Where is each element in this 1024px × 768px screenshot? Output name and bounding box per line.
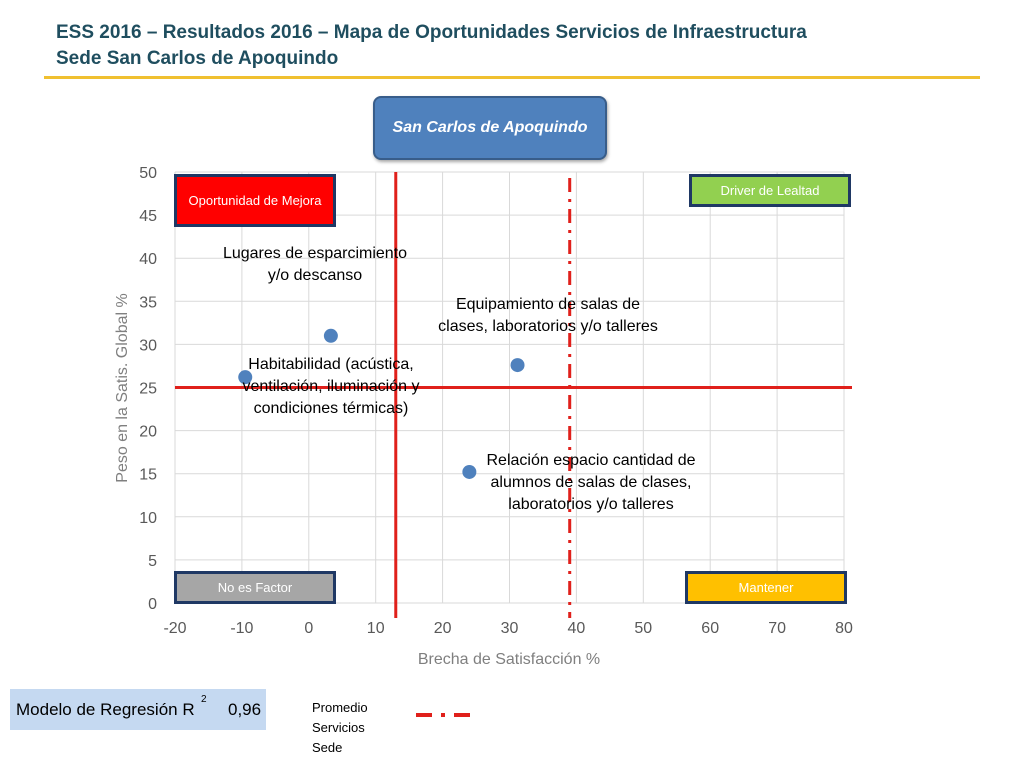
point-label-habitabilidad: Habitabilidad (acústica, ventilación, il… [242, 356, 420, 417]
y-tick-label: 0 [148, 596, 157, 613]
site-label-box: San Carlos de Apoquindo [373, 96, 607, 160]
title-divider [44, 76, 980, 79]
quadrant-no-es-factor: No es Factor [174, 571, 336, 604]
x-tick-label: -10 [230, 620, 253, 637]
title-line-2: Sede San Carlos de Apoquindo [56, 48, 339, 69]
y-tick-label: 15 [139, 467, 157, 484]
regression-model-box: Modelo de Regresión R [10, 689, 266, 730]
quadrant-oportunidad-mejora: Oportunidad de Mejora [174, 174, 336, 227]
quadrant-driver-lealtad: Driver de Lealtad [689, 174, 851, 207]
y-tick-label: 10 [139, 510, 157, 527]
x-tick-label: 20 [434, 620, 452, 637]
point-label-lugares: Lugares de esparcimiento y/o descanso [222, 245, 408, 284]
regression-label: Modelo de Regresión R [16, 699, 195, 719]
x-axis-ticks: -20 -10 0 10 20 30 40 50 60 70 80 [163, 620, 853, 637]
x-tick-label: 0 [304, 620, 313, 637]
point-label-relacion: Relación espacio cantidad de alumnos de … [486, 452, 696, 513]
legend-promedio-label: Promedio Servicios Sede [312, 700, 368, 755]
data-point [323, 328, 338, 343]
reference-lines [175, 172, 852, 618]
grid [174, 171, 845, 604]
point-label-equipamiento: Equipamiento de salas de clases, laborat… [438, 296, 658, 335]
y-tick-label: 35 [139, 294, 157, 311]
y-tick-label: 5 [148, 553, 157, 570]
x-tick-label: 30 [501, 620, 519, 637]
data-points [238, 328, 525, 479]
y-tick-label: 45 [139, 208, 157, 225]
y-tick-label: 30 [139, 337, 157, 354]
x-tick-label: -20 [163, 620, 186, 637]
y-tick-label: 50 [139, 165, 157, 182]
x-tick-label: 10 [367, 620, 385, 637]
title-line-1: ESS 2016 – Resultados 2016 – Mapa de Opo… [56, 22, 807, 43]
x-axis-label: Brecha de Satisfacción % [418, 651, 600, 668]
regression-value: 0,96 [228, 700, 262, 719]
y-axis-label: Peso en la Satis. Global % [114, 293, 131, 482]
y-tick-label: 20 [139, 424, 157, 441]
data-point [462, 464, 477, 479]
y-tick-label: 40 [139, 251, 157, 268]
x-tick-label: 70 [768, 620, 786, 637]
data-point [238, 370, 253, 385]
x-tick-label: 60 [701, 620, 719, 637]
regression-superscript: 2 [201, 694, 207, 705]
x-tick-label: 40 [568, 620, 586, 637]
data-point [510, 358, 525, 373]
page-title: ESS 2016 – Resultados 2016 – Mapa de Opo… [56, 20, 807, 72]
quadrant-mantener: Mantener [685, 571, 847, 604]
y-axis-ticks: 0 5 10 15 20 25 30 35 40 45 50 [139, 165, 157, 613]
x-tick-label: 50 [634, 620, 652, 637]
x-tick-label: 80 [835, 620, 853, 637]
y-tick-label: 25 [139, 381, 157, 398]
